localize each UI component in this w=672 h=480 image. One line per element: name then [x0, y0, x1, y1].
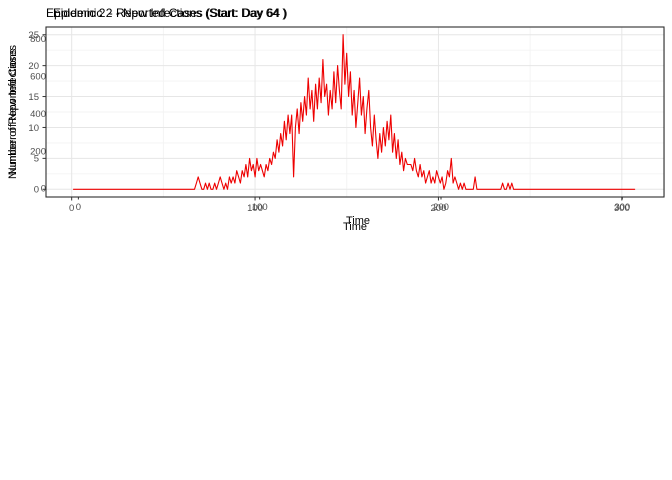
- y-tick-label: 800: [30, 34, 46, 45]
- y-axis-title: Number of Reported Cases: [7, 45, 19, 179]
- y-tick-label: 15: [28, 92, 39, 103]
- data-line: [72, 34, 636, 190]
- x-tick-label: 100: [247, 203, 263, 214]
- x-axis-title: Time: [342, 221, 368, 233]
- x-tick-label: 300: [614, 203, 630, 214]
- y-tick-label: 400: [30, 109, 46, 120]
- chart-reported-cases: 0 100 200 300 0 5 10 15 20 25 Epidemic 2 - Report…: [7, 6, 665, 233]
- chart-title: Epidemic 2 - New Infections (Start: Day …: [53, 6, 287, 20]
- chart-title: Epidemic 2 - Reported Cases (Start: Day …: [46, 6, 288, 20]
- y-tick-label: 10: [28, 123, 39, 134]
- x-tick-label: 200: [431, 203, 447, 214]
- x-tick-label: 100: [252, 202, 268, 213]
- panel-border: [45, 26, 665, 198]
- x-axis-title: Time: [345, 215, 371, 227]
- y-tick-label: 5: [34, 154, 39, 165]
- y-tick-label: 200: [30, 146, 46, 157]
- y-tick-label: 25: [28, 30, 39, 41]
- x-tick-label: 0: [76, 202, 81, 213]
- chart-canvas-reported-cases: 0 100 200 300 0 5 10 15 20 25: [28, 26, 665, 214]
- y-tick-label: 600: [30, 72, 46, 83]
- x-tick-label: 200: [433, 202, 449, 213]
- x-tick-label: 300: [614, 202, 630, 213]
- x-tick-label: 0: [69, 203, 74, 214]
- y-tick-label: 0: [34, 185, 39, 196]
- y-tick-label: 20: [28, 61, 39, 72]
